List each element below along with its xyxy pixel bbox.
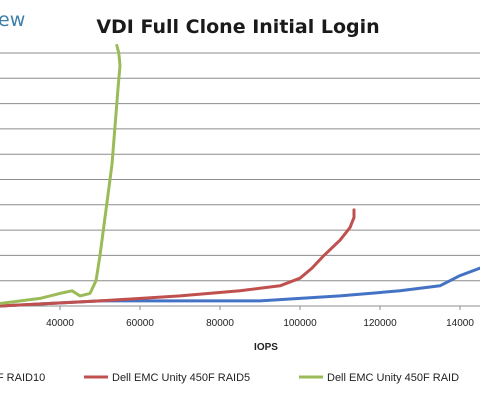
gridlines — [0, 52, 480, 282]
x-tick-label-1: 60000 — [126, 318, 154, 329]
legend: y 450F RAID10 Dell EMC Unity 450F RAID5 De… — [0, 372, 459, 384]
x-tick-label-4: 120000 — [363, 318, 397, 329]
brand-logo-fragment: ew — [0, 9, 25, 31]
legend-label-2: Dell EMC Unity 450F RAID — [327, 372, 459, 384]
legend-label-1: Dell EMC Unity 450F RAID5 — [112, 372, 250, 384]
series-line-2 — [0, 43, 122, 305]
series-line-0 — [0, 266, 480, 308]
x-tick-label-0: 40000 — [46, 318, 74, 329]
x-tick-label-2: 80000 — [206, 318, 234, 329]
x-axis-label: IOPS — [254, 342, 278, 353]
x-tick-label-5: 14000 — [446, 318, 474, 329]
chart-title: VDI Full Clone Initial Login — [96, 16, 379, 38]
legend-label-0: y 450F RAID10 — [0, 372, 45, 384]
series-lines — [0, 43, 480, 308]
x-tick-label-3: 100000 — [283, 318, 317, 329]
x-axis — [0, 305, 480, 310]
series-line-1 — [0, 208, 356, 308]
x-tick-labels: 40000 60000 80000 100000 120000 14000 — [46, 318, 474, 329]
